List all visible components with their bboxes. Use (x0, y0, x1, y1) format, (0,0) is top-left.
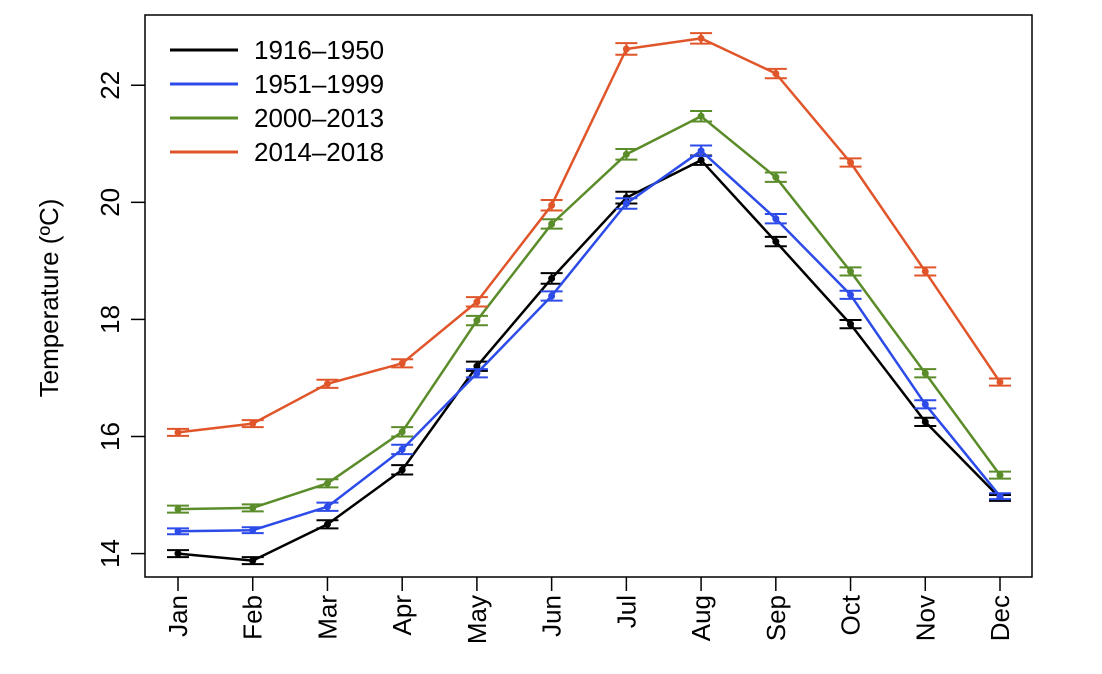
data-point (473, 369, 481, 377)
legend-label: 2000–2013 (254, 103, 384, 133)
data-point (847, 159, 855, 167)
data-point (548, 201, 556, 209)
y-tick-label: 20 (95, 188, 125, 217)
data-point (473, 362, 481, 370)
x-tick-label: Sep (761, 595, 791, 641)
y-tick-label: 18 (95, 305, 125, 334)
data-point (622, 200, 630, 208)
data-point (174, 550, 182, 558)
y-tick-label: 16 (95, 422, 125, 451)
data-point (697, 34, 705, 42)
data-point (249, 504, 257, 512)
x-tick-label: Jul (611, 595, 641, 628)
data-point (921, 267, 929, 275)
series-2 (167, 144, 1011, 536)
series-line (177, 37, 1002, 434)
plot-frame (144, 14, 1033, 578)
data-point (622, 45, 630, 53)
x-tick-label: Feb (238, 595, 268, 640)
data-point (174, 527, 182, 535)
data-point (398, 359, 406, 367)
data-point (996, 378, 1004, 386)
data-point (323, 479, 331, 487)
x-tick-label: Jun (537, 595, 567, 637)
data-point (772, 70, 780, 78)
legend: 1916–1950 1951–1999 2000–2013 2014–2018 (170, 35, 384, 167)
data-point (473, 298, 481, 306)
series-layer (167, 32, 1011, 566)
series-1 (167, 154, 1011, 566)
x-tick-label: Apr (387, 595, 417, 636)
data-point (622, 150, 630, 158)
x-tick-label: Dec (985, 595, 1015, 641)
data-point (174, 428, 182, 436)
legend-label: 1951–1999 (254, 69, 384, 99)
data-point (323, 380, 331, 388)
data-point (847, 291, 855, 299)
data-point (697, 147, 705, 155)
legend-label: 1916–1950 (254, 35, 384, 65)
data-point (398, 428, 406, 436)
data-point (548, 220, 556, 228)
data-point (323, 520, 331, 528)
data-point (249, 557, 257, 565)
x-tick-label: May (462, 595, 492, 644)
legend-item: 2000–2013 (170, 103, 384, 133)
data-point (398, 445, 406, 453)
data-point (323, 503, 331, 511)
x-tick-label: Aug (686, 595, 716, 641)
data-point (398, 466, 406, 474)
data-point (996, 492, 1004, 500)
legend-item: 1951–1999 (170, 69, 384, 99)
data-point (249, 526, 257, 534)
x-tick-label: Mar (312, 595, 342, 640)
y-axis: 14 16 18 20 22 (95, 71, 145, 568)
data-point (548, 292, 556, 300)
series-line (177, 149, 1001, 533)
series-3 (167, 110, 1011, 514)
y-tick-label: 22 (95, 71, 125, 100)
series-line (177, 115, 1002, 511)
x-axis: Jan Feb Mar Apr May Jun Jul Aug Sep Oct Nov Dec (163, 577, 1015, 644)
data-point (772, 173, 780, 181)
data-point (847, 320, 855, 328)
legend-item: 2014–2018 (170, 137, 384, 167)
data-point (772, 238, 780, 246)
legend-label: 2014–2018 (254, 137, 384, 167)
data-point (921, 369, 929, 377)
data-point (697, 112, 705, 120)
y-tick-label: 14 (95, 539, 125, 568)
data-point (921, 400, 929, 408)
data-point (996, 471, 1004, 479)
legend-item: 1916–1950 (170, 35, 384, 65)
x-tick-label: Oct (836, 594, 866, 635)
x-tick-label: Jan (163, 595, 193, 637)
data-point (548, 274, 556, 282)
data-point (921, 418, 929, 426)
series-line (177, 158, 1001, 562)
data-point (697, 156, 705, 164)
data-point (249, 420, 257, 428)
y-axis-label: Temperature (ºC) (34, 199, 64, 398)
data-point (174, 505, 182, 513)
series-4 (167, 32, 1011, 437)
x-tick-label: Nov (910, 595, 940, 641)
data-point (847, 267, 855, 275)
data-point (473, 317, 481, 325)
data-point (772, 215, 780, 223)
